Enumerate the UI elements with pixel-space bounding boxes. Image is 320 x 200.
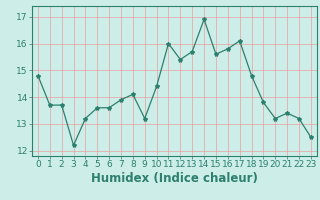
X-axis label: Humidex (Indice chaleur): Humidex (Indice chaleur) (91, 172, 258, 185)
